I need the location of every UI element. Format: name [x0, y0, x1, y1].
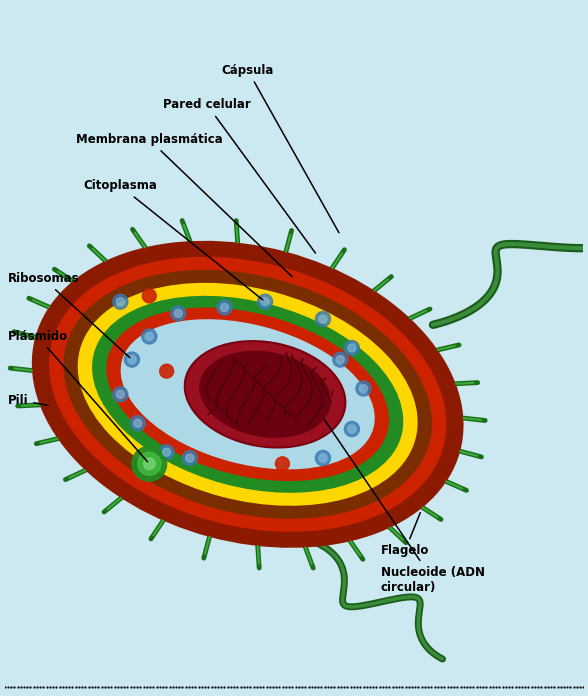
Text: Ribosomas: Ribosomas — [8, 272, 130, 358]
Circle shape — [261, 298, 269, 306]
Ellipse shape — [92, 296, 403, 493]
Circle shape — [159, 445, 174, 460]
Text: Pared celular: Pared celular — [163, 98, 316, 253]
Circle shape — [174, 309, 182, 317]
Text: Membrana plasmática: Membrana plasmática — [76, 133, 292, 276]
Circle shape — [220, 303, 229, 312]
Circle shape — [348, 344, 356, 352]
Text: Pili: Pili — [8, 394, 48, 406]
Ellipse shape — [185, 341, 345, 448]
Ellipse shape — [64, 270, 432, 519]
Circle shape — [142, 329, 157, 344]
Text: Nucleoide (ADN
circular): Nucleoide (ADN circular) — [325, 420, 485, 594]
Circle shape — [258, 294, 273, 309]
Ellipse shape — [121, 319, 375, 469]
Circle shape — [116, 298, 125, 306]
Circle shape — [145, 333, 153, 340]
Circle shape — [113, 387, 128, 402]
Ellipse shape — [199, 351, 331, 438]
Circle shape — [138, 452, 161, 475]
Circle shape — [171, 306, 186, 321]
Circle shape — [160, 364, 173, 378]
Circle shape — [345, 340, 359, 356]
Circle shape — [315, 312, 330, 326]
Text: Flagelo: Flagelo — [381, 513, 429, 557]
Circle shape — [356, 381, 371, 396]
Circle shape — [186, 454, 194, 462]
Circle shape — [116, 390, 125, 398]
Circle shape — [345, 422, 359, 436]
Circle shape — [182, 450, 198, 466]
Ellipse shape — [49, 257, 446, 532]
Ellipse shape — [78, 283, 417, 506]
Circle shape — [132, 446, 166, 481]
Text: Citoplasma: Citoplasma — [83, 180, 263, 300]
Ellipse shape — [106, 308, 389, 481]
Circle shape — [359, 384, 368, 393]
Text: Cápsula: Cápsula — [222, 63, 339, 232]
Circle shape — [163, 448, 171, 457]
Ellipse shape — [32, 241, 463, 548]
Circle shape — [217, 300, 232, 315]
Circle shape — [142, 289, 156, 303]
Circle shape — [128, 356, 136, 363]
Circle shape — [336, 356, 345, 363]
Circle shape — [319, 454, 327, 462]
Circle shape — [130, 416, 145, 431]
Text: Plásmido: Plásmido — [8, 330, 148, 461]
Circle shape — [348, 425, 356, 433]
Circle shape — [113, 294, 128, 309]
Circle shape — [315, 450, 330, 466]
Circle shape — [125, 352, 139, 367]
Circle shape — [133, 419, 142, 427]
Circle shape — [333, 352, 348, 367]
Circle shape — [275, 457, 289, 470]
Circle shape — [319, 315, 327, 323]
Circle shape — [143, 458, 155, 470]
